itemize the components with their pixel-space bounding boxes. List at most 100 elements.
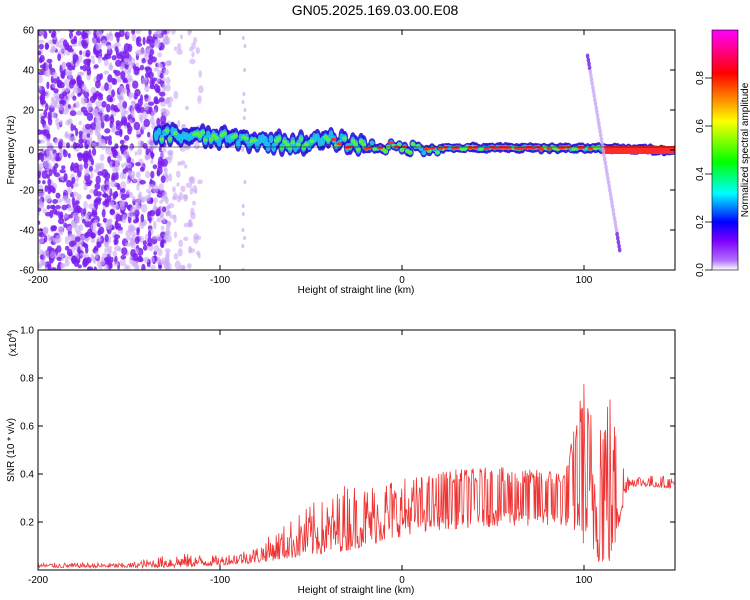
noise-blob (158, 156, 163, 166)
noise-blob (126, 69, 131, 75)
noise-blob (124, 135, 130, 141)
noise-blob (131, 30, 135, 35)
noise-blob (112, 194, 117, 200)
ridge-inner (200, 130, 206, 135)
noise-blob (86, 194, 92, 200)
noise-blob (101, 113, 105, 123)
noise-blob (52, 78, 58, 84)
ridge-peak (429, 146, 435, 150)
noise-blob (59, 230, 64, 236)
noise-blob (126, 31, 131, 36)
diagonal-dot (616, 239, 621, 245)
noise-blob (113, 261, 120, 267)
ridge-inner (222, 131, 228, 136)
noise-blob (54, 205, 61, 210)
diagonal-dot (598, 128, 602, 134)
noise-blob (68, 214, 74, 219)
noise-blob (131, 238, 135, 246)
noise-blob (195, 47, 200, 55)
noise-blob (128, 91, 132, 101)
noise-blob (86, 139, 93, 146)
noise-blob (38, 50, 42, 56)
noise-blob (120, 107, 127, 116)
noise-blob (83, 161, 89, 169)
noise-blob (92, 232, 96, 239)
noise-blob (82, 50, 87, 58)
noise-blob (180, 160, 186, 166)
noise-blob (124, 51, 130, 60)
noise-blob (141, 77, 148, 85)
snr-y-ticks: 0.2 0.4 0.6 0.8 1.0 (20, 326, 675, 529)
x-tick-label: 100 (576, 275, 593, 286)
noise-blob (52, 199, 58, 204)
noise-blob (119, 171, 125, 180)
noise-blob (67, 152, 71, 159)
noise-blob (84, 220, 91, 228)
noise-blob (119, 139, 125, 145)
ridge-inner (287, 146, 293, 150)
noise-blob (46, 81, 50, 90)
noise-blob (72, 88, 79, 94)
snr-panel: -200 -100 0 100 0.2 0.4 0.6 0.8 1.0 Height of s… (6, 326, 676, 596)
diagonal-dot (588, 69, 593, 75)
noise-blob (139, 180, 146, 185)
noise-blob (158, 183, 164, 192)
noise-blob (85, 52, 90, 57)
colorbar-gradient (711, 29, 739, 271)
noise-blob (47, 178, 52, 187)
noise-blob (180, 185, 186, 192)
noise-blob (39, 30, 45, 36)
noise-blob (160, 240, 164, 248)
noise-blob (50, 225, 54, 232)
noise-blob (86, 257, 92, 264)
noise-blob (56, 30, 61, 33)
noise-blob (73, 125, 77, 131)
noise-blob (114, 160, 121, 167)
noise-blob (95, 100, 102, 108)
noise-blob (168, 173, 173, 182)
colorbar-tick-label: 0.6 (695, 119, 706, 133)
colorbar: 0.0 0.2 0.4 0.6 0.8 Normalized spectral ampl… (695, 29, 750, 277)
noise-blob (152, 184, 159, 194)
noise-blob (45, 103, 49, 111)
noise-blob (38, 231, 45, 238)
noise-blob (55, 235, 62, 244)
noise-blob (108, 31, 113, 37)
noise-blob (150, 170, 155, 179)
noise-blob (38, 207, 42, 212)
streak-dot (243, 44, 247, 48)
noise-blob (114, 70, 121, 77)
noise-blob (102, 193, 108, 198)
noise-blob (101, 39, 107, 46)
noise-blob (157, 248, 163, 256)
noise-blob (126, 264, 131, 270)
noise-blob (111, 147, 116, 153)
ridge-mid (369, 140, 375, 146)
diagonal-dot (610, 204, 615, 209)
noise-blob (50, 96, 55, 104)
noise-blob (182, 123, 186, 129)
ridge-inner (358, 139, 364, 144)
noise-blob (46, 58, 53, 64)
noise-blob (120, 70, 126, 80)
noise-blob (77, 153, 83, 162)
noise-blob (130, 206, 137, 213)
noise-blob (38, 75, 43, 84)
ridge-inner (353, 142, 359, 147)
noise-blob (94, 183, 101, 190)
noise-blob (128, 144, 133, 152)
noise-blob (80, 65, 83, 70)
noise-blob (74, 200, 80, 205)
noise-blob (149, 48, 155, 56)
noise-blob (137, 148, 143, 156)
noise-blob (149, 117, 155, 125)
diagonal-dot (595, 112, 600, 118)
diagonal-dot (610, 200, 614, 205)
diagonal-dot (604, 168, 609, 174)
y-tick-label: -60 (20, 266, 35, 277)
noise-blob (108, 218, 113, 223)
noise-blob (123, 58, 128, 63)
noise-blob (153, 109, 157, 115)
ridge-inner (383, 149, 389, 154)
noise-blob (156, 166, 163, 175)
